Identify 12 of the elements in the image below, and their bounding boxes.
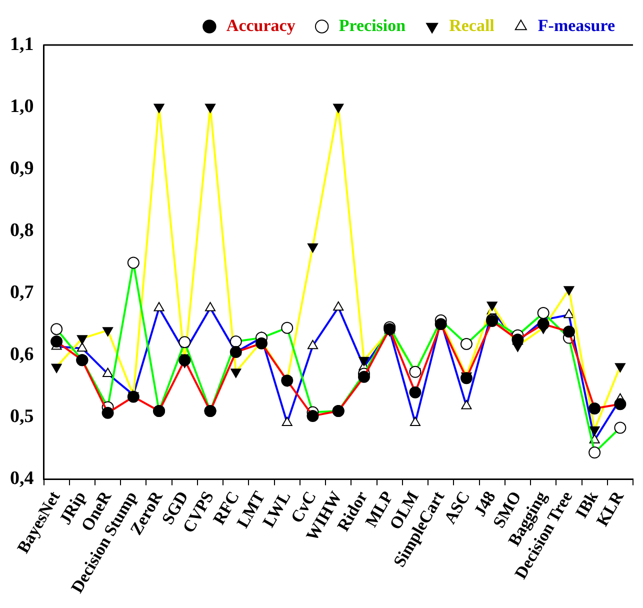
y-tick-label: 0,4 (10, 468, 34, 490)
y-tick-label: 1,1 (10, 34, 34, 55)
legend-label: F-measure (538, 16, 616, 35)
legend-label: Precision (338, 16, 406, 35)
legend-label: Accuracy (226, 16, 296, 35)
y-tick-label: 1,0 (10, 96, 34, 117)
legend-label: Recall (449, 16, 495, 35)
y-tick-label: 0,9 (10, 158, 34, 179)
y-tick-label: 0,6 (10, 344, 34, 366)
y-tick-label: 0,8 (10, 220, 34, 242)
y-tick-label: 0,5 (10, 406, 34, 428)
y-tick-label: 0,7 (10, 282, 34, 304)
